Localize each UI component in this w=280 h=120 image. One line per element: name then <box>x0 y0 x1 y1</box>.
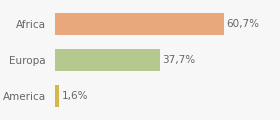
Text: 37,7%: 37,7% <box>162 55 196 65</box>
Bar <box>55 85 59 107</box>
Text: 60,7%: 60,7% <box>226 19 259 29</box>
Text: 1,6%: 1,6% <box>62 91 89 101</box>
Bar <box>55 49 160 71</box>
Bar <box>55 13 224 35</box>
